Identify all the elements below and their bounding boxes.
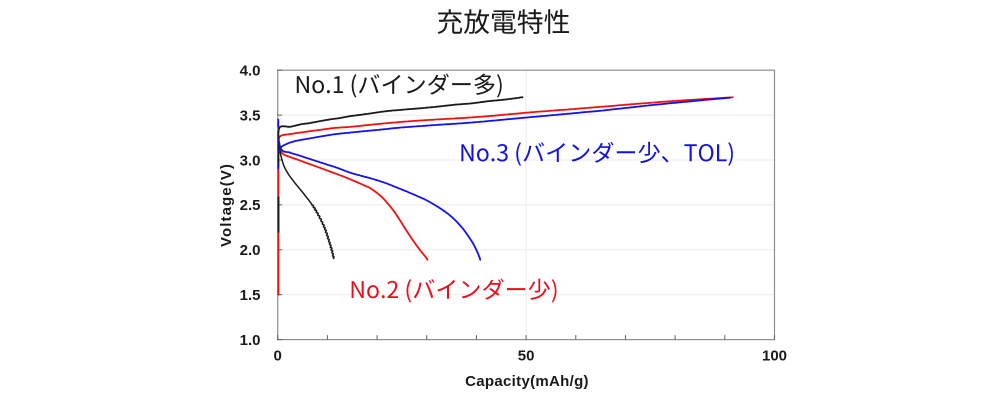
svg-text:1.5: 1.5	[240, 287, 261, 304]
svg-text:3.5: 3.5	[240, 107, 261, 124]
svg-text:Voltage(V): Voltage(V)	[218, 163, 235, 247]
svg-text:3.0: 3.0	[240, 152, 261, 169]
svg-text:4.0: 4.0	[240, 63, 261, 80]
svg-text:Capacity(mAh/g): Capacity(mAh/g)	[465, 373, 589, 390]
svg-text:2.5: 2.5	[240, 197, 261, 214]
svg-text:0: 0	[274, 348, 282, 365]
svg-text:50: 50	[518, 348, 535, 365]
svg-text:100: 100	[762, 348, 787, 365]
svg-text:2.0: 2.0	[240, 242, 261, 259]
svg-text:1.0: 1.0	[240, 332, 261, 349]
